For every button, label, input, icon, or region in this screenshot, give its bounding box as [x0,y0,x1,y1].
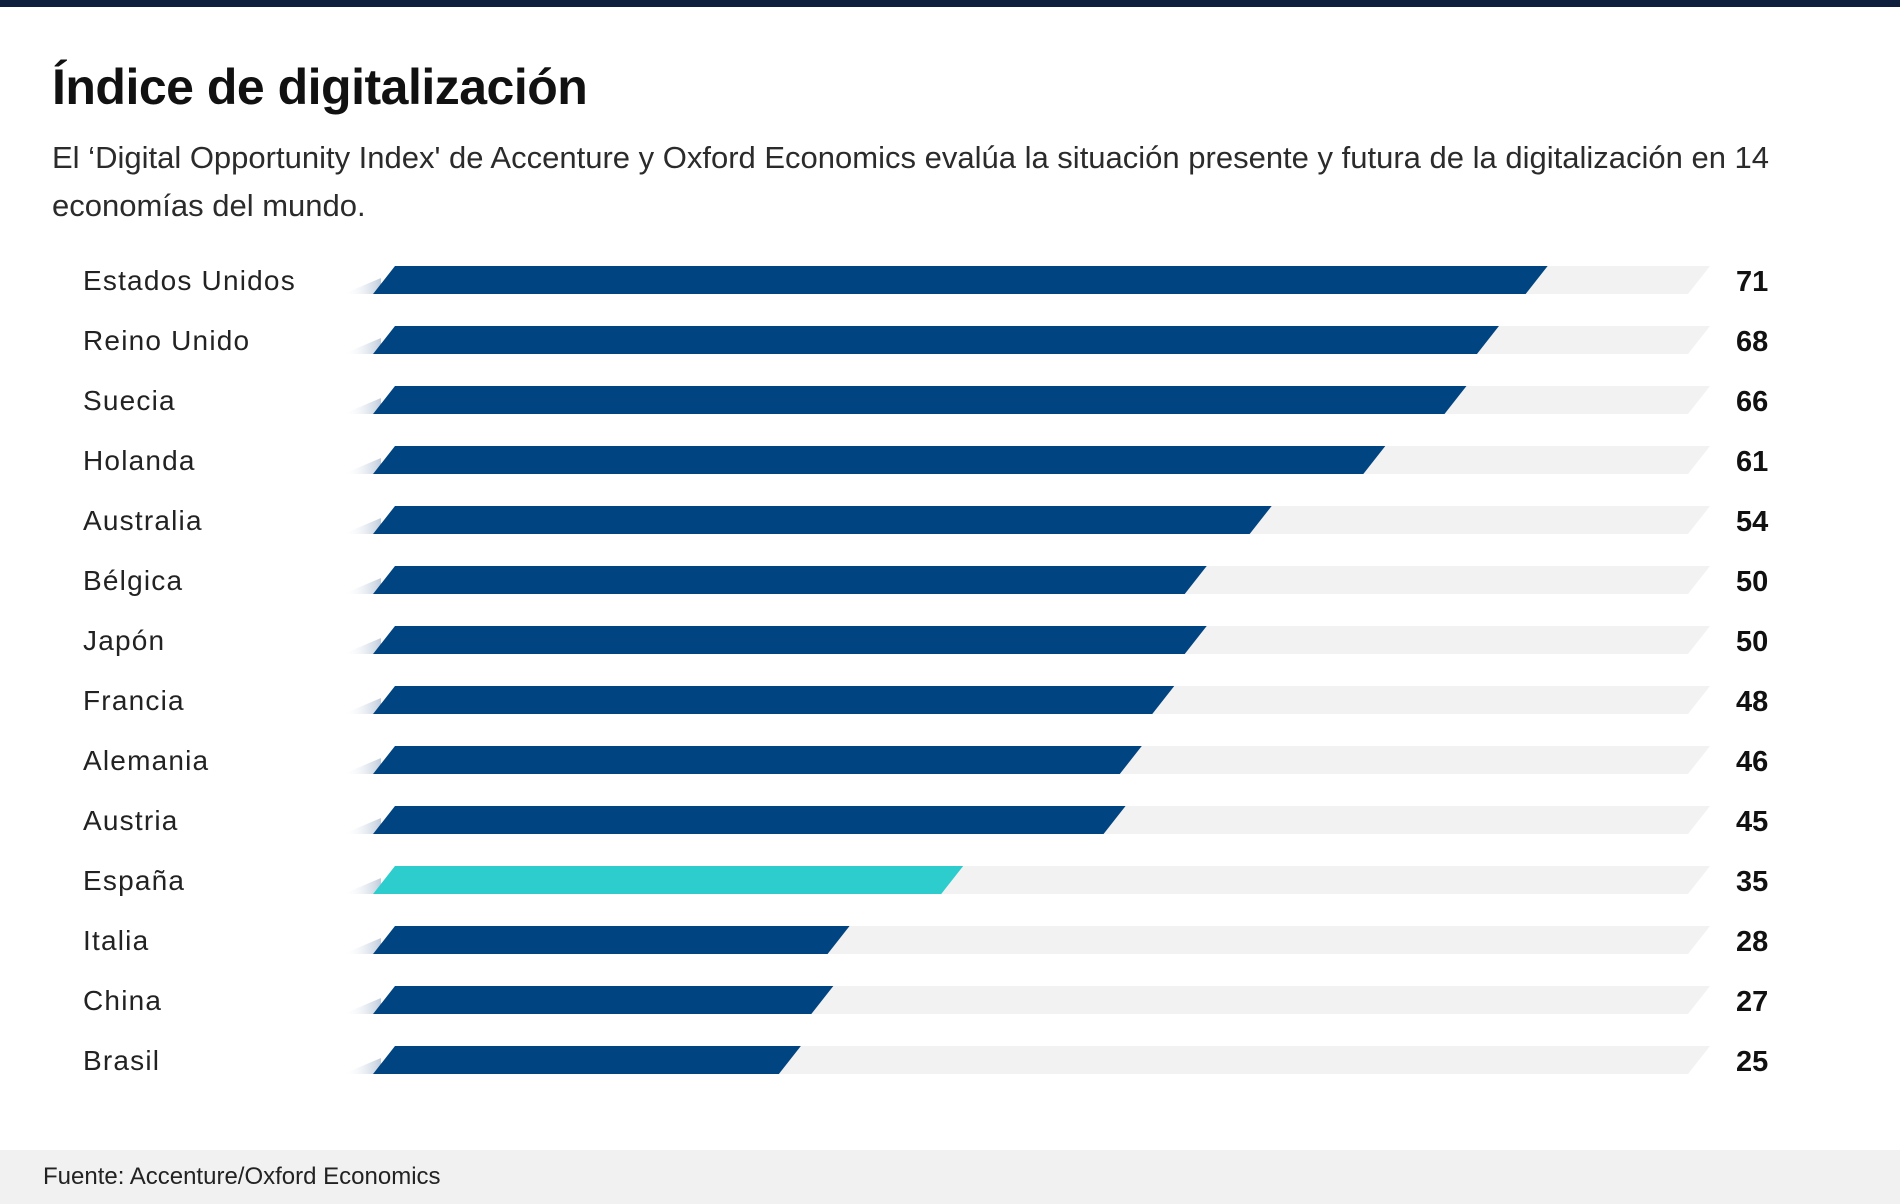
value-label: 45 [1736,806,1768,838]
bar-row: Austria 45 [83,805,1768,838]
value-label: 54 [1736,506,1768,538]
bar-row: Bélgica 50 [83,565,1768,598]
bar-shadow-tail [343,338,381,354]
value-label: 25 [1736,1046,1768,1078]
bar-row: Reino Unido 68 [83,325,1768,358]
source-note: Fuente: Accenture/Oxford Economics [43,1163,441,1190]
bar-shadow-tail [343,758,381,774]
footer: Fuente: Accenture/Oxford Economics [0,1150,1900,1204]
bar-row: Brasil 25 [83,1045,1768,1078]
bar-row: Francia 48 [83,685,1768,718]
value-label: 68 [1736,326,1768,358]
category-label: Francia [83,685,185,716]
bar-shadow-tail [343,1058,381,1074]
value-label: 48 [1736,686,1768,718]
chart-title: Índice de digitalización [52,59,588,115]
category-label: Alemania [83,745,209,776]
category-label: Japón [83,625,165,656]
value-label: 50 [1736,566,1768,598]
category-label: Estados Unidos [83,265,296,296]
bar-shadow-tail [343,638,381,654]
category-label: Bélgica [83,565,183,596]
bar-shadow-tail [343,398,381,414]
bar-row: Australia 54 [83,505,1768,538]
value-label: 61 [1736,446,1768,478]
top-rule [0,0,1900,7]
bar-shadow-tail [343,278,381,294]
bar-shadow-tail [343,878,381,894]
bar-row: Suecia 66 [83,385,1768,418]
bar [373,806,1126,834]
bar-row: España 35 [83,865,1768,898]
bar [373,986,834,1014]
bar [373,506,1272,534]
bar-shadow-tail [343,938,381,954]
bar [373,446,1386,474]
category-label: España [83,865,185,896]
category-label: China [83,985,162,1016]
category-label: Brasil [83,1045,160,1076]
value-label: 46 [1736,746,1768,778]
category-label: Suecia [83,385,176,416]
category-label: Holanda [83,445,196,476]
chart-subtitle: El ‘Digital Opportunity Index' de Accent… [52,140,1770,223]
bar-shadow-tail [343,578,381,594]
bar-row: Holanda 61 [83,445,1768,478]
bar-chart: Estados Unidos 71 Reino Unido 68 Suecia 66 Hol… [83,265,1768,1078]
value-label: 27 [1736,986,1768,1018]
value-label: 50 [1736,626,1768,658]
bar-row: Italia 28 [83,925,1768,958]
value-label: 71 [1736,266,1768,298]
bar-shadow-tail [343,818,381,834]
bar [373,686,1175,714]
bar [373,1046,801,1074]
value-label: 28 [1736,926,1768,958]
bar-shadow-tail [343,998,381,1014]
bar-row: Alemania 46 [83,745,1768,778]
category-label: Reino Unido [83,325,250,356]
bar-shadow-tail [343,458,381,474]
bar-highlight [373,866,964,894]
bar [373,626,1207,654]
bar [373,926,850,954]
value-label: 66 [1736,386,1768,418]
category-label: Italia [83,925,149,956]
bar [373,386,1467,414]
value-label: 35 [1736,866,1768,898]
bar [373,746,1142,774]
bar-shadow-tail [343,698,381,714]
bar [373,326,1499,354]
bar-shadow-tail [343,518,381,534]
bar [373,566,1207,594]
bar [373,266,1548,294]
bar-row: China 27 [83,985,1768,1018]
category-label: Australia [83,505,203,536]
bar-row: Estados Unidos 71 [83,265,1768,298]
bar-row: Japón 50 [83,625,1768,658]
category-label: Austria [83,805,179,836]
